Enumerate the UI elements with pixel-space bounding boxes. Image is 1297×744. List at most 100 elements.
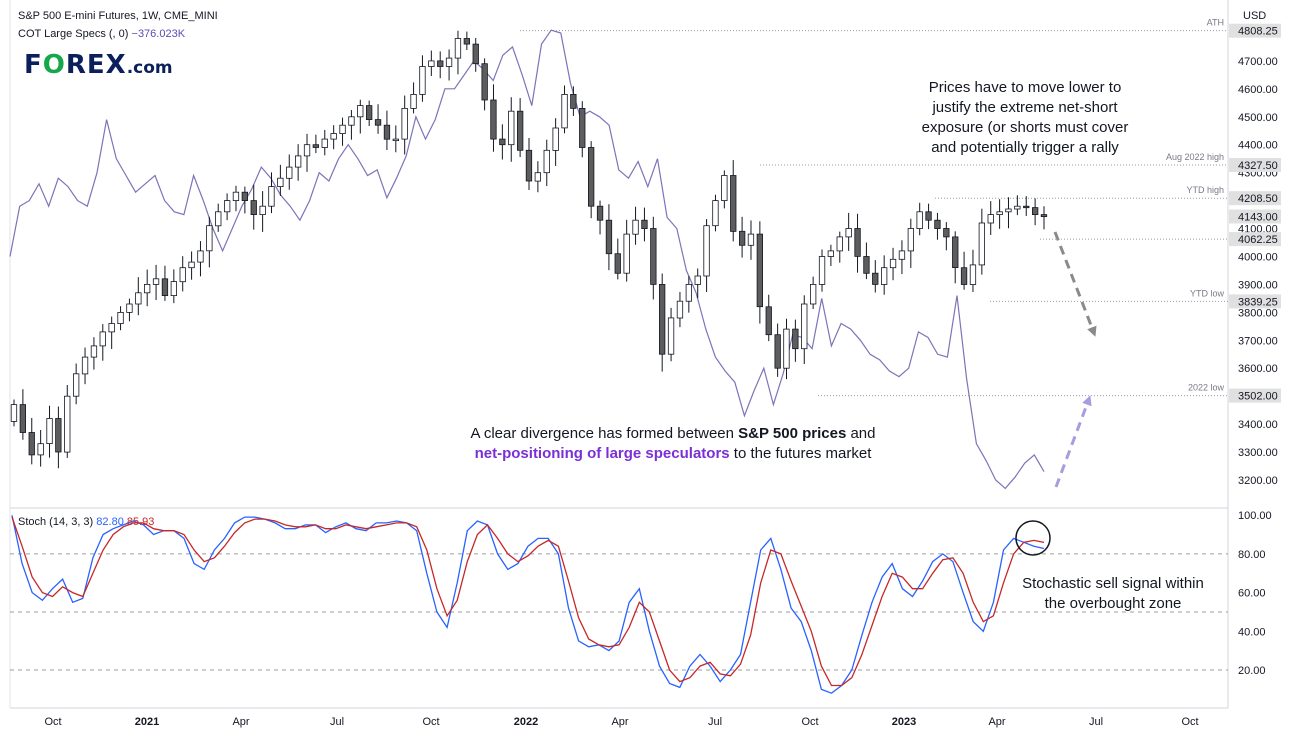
candle-body xyxy=(161,278,169,296)
price-tick: 3300.00 xyxy=(1238,447,1278,459)
time-tick: 2023 xyxy=(892,716,916,728)
candle-body xyxy=(579,108,586,148)
candle-body xyxy=(410,94,417,109)
price-label-name: 2022 low xyxy=(1188,383,1225,393)
candle-body xyxy=(108,323,115,333)
stoch-legend: Stoch (14, 3, 3) 82.80 85.93 xyxy=(18,516,155,528)
candle-body xyxy=(641,219,648,229)
candle-body xyxy=(712,200,719,227)
candle-body xyxy=(747,233,755,246)
candle-body xyxy=(952,236,959,268)
candle-body xyxy=(739,230,746,246)
candle-body xyxy=(1023,205,1030,209)
candle-body xyxy=(1040,214,1048,218)
price-tick: 3200.00 xyxy=(1238,475,1278,487)
stoch-tick: 60.00 xyxy=(1238,588,1266,600)
time-tick: Oct xyxy=(801,716,818,728)
time-tick: Oct xyxy=(422,716,439,728)
candle-body xyxy=(525,149,533,182)
candle-body xyxy=(64,395,71,453)
stoch-tick: 80.00 xyxy=(1238,549,1266,561)
candle-body xyxy=(135,292,142,305)
candle-body xyxy=(623,233,630,274)
time-tick: Oct xyxy=(44,716,61,728)
candle-body xyxy=(818,256,826,285)
price-tick: 3600.00 xyxy=(1238,363,1278,375)
candle-body xyxy=(969,264,977,285)
price-tick: 4500.00 xyxy=(1238,112,1278,124)
candle-body xyxy=(898,250,906,260)
price-label-name: ATH xyxy=(1207,18,1224,28)
candle-body xyxy=(152,278,160,285)
price-label-box xyxy=(1229,23,1281,38)
stoch-tick: 40.00 xyxy=(1238,626,1266,638)
candle-body xyxy=(827,250,834,257)
candle-body xyxy=(881,267,888,285)
chart-title: S&P 500 E-mini Futures, 1W, CME_MINI xyxy=(18,10,218,22)
annotation-stoch-signal: Stochastic sell signal within the overbo… xyxy=(1022,575,1204,612)
candle-body xyxy=(10,404,18,422)
price-label-text: 4808.25 xyxy=(1238,26,1278,38)
candle-body xyxy=(667,317,675,355)
candle-body xyxy=(37,443,44,456)
candle-body xyxy=(810,283,817,305)
candle-body xyxy=(232,191,240,201)
price-label-text: 4208.50 xyxy=(1238,193,1278,205)
time-tick: Oct xyxy=(1181,716,1198,728)
candle-body xyxy=(303,144,311,157)
price-label-name: YTD high xyxy=(1186,185,1224,195)
time-tick: Jul xyxy=(708,716,722,728)
candle-body xyxy=(703,225,710,277)
candle-body xyxy=(934,219,941,229)
price-tick: 4400.00 xyxy=(1238,140,1278,152)
candle-body xyxy=(1005,208,1012,213)
candle-body xyxy=(801,303,808,350)
candle-body xyxy=(428,60,435,67)
candle-body xyxy=(508,110,515,146)
candle-body xyxy=(765,306,772,336)
arrow-down xyxy=(1053,231,1097,337)
candle-body xyxy=(889,258,897,269)
candle-body xyxy=(588,147,595,207)
candle-body xyxy=(215,211,222,227)
candle-body xyxy=(596,205,604,221)
candle-body xyxy=(383,124,391,140)
stoch-d-value: 85.93 xyxy=(126,516,155,528)
sell-signal-circle xyxy=(1015,520,1051,556)
candle-body xyxy=(294,155,302,168)
candle-body xyxy=(534,172,541,182)
price-label-box xyxy=(1229,232,1281,247)
time-tick: Jul xyxy=(330,716,344,728)
candle-body xyxy=(570,94,577,109)
candle-body xyxy=(499,138,506,146)
candle-body xyxy=(836,236,843,252)
price-tick: 3700.00 xyxy=(1238,335,1278,347)
forex-logo: FOREX.com xyxy=(24,50,173,80)
candle-body xyxy=(81,356,89,375)
candle-body xyxy=(925,211,932,221)
candle-body xyxy=(694,275,701,285)
time-tick: Apr xyxy=(988,716,1005,728)
price-tick: 3400.00 xyxy=(1238,419,1278,431)
price-tick: 4600.00 xyxy=(1238,84,1278,96)
candle-body xyxy=(605,219,613,255)
candle-body xyxy=(872,272,879,285)
price-label-name: Aug 2022 high xyxy=(1166,152,1224,162)
time-tick: Apr xyxy=(232,716,249,728)
candle-body xyxy=(1032,207,1039,216)
candle-body xyxy=(117,311,124,324)
candle-body xyxy=(659,283,666,355)
candle-body xyxy=(170,281,178,297)
candle-body xyxy=(277,177,284,187)
candle-body xyxy=(437,60,444,67)
candle-body xyxy=(774,334,781,369)
candle-body xyxy=(863,256,870,274)
stoch-d-line xyxy=(11,516,1045,687)
price-label-box xyxy=(1229,158,1281,172)
cot-value: −376.023K xyxy=(131,28,186,40)
price-label-box xyxy=(1229,191,1281,206)
candle-body xyxy=(996,211,1003,216)
candle-body xyxy=(552,127,559,151)
candle-body xyxy=(197,250,204,263)
